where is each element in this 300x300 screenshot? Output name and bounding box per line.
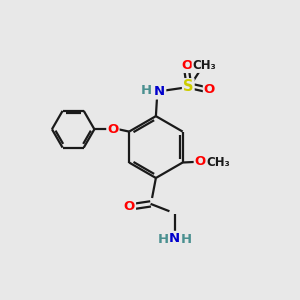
Text: S: S [183,79,194,94]
Text: O: O [124,200,135,213]
Text: H: H [180,233,191,246]
Text: N: N [169,232,180,245]
Text: O: O [107,123,118,136]
Text: H: H [158,233,169,246]
Text: O: O [181,59,192,72]
Text: O: O [204,82,215,95]
Text: CH₃: CH₃ [193,59,216,72]
Text: O: O [195,155,206,168]
Text: N: N [154,85,165,98]
Text: CH₃: CH₃ [207,156,230,169]
Text: H: H [141,84,152,97]
